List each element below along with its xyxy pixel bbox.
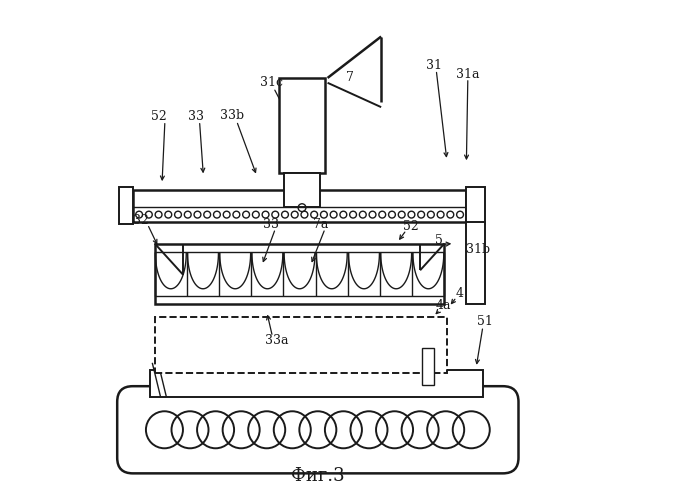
Bar: [154, 244, 445, 304]
Text: 31c: 31c: [260, 76, 283, 89]
Text: 52: 52: [151, 111, 166, 123]
Bar: [279, 78, 325, 173]
Text: 33: 33: [263, 218, 279, 230]
Text: 32: 32: [133, 214, 149, 226]
Bar: [154, 317, 447, 373]
Text: 33: 33: [188, 111, 204, 123]
Bar: [466, 222, 485, 304]
Text: 5: 5: [435, 234, 442, 247]
FancyBboxPatch shape: [117, 386, 519, 473]
Text: 31b: 31b: [466, 243, 489, 256]
Bar: [421, 348, 434, 385]
Bar: [119, 187, 133, 224]
Text: 33a: 33a: [265, 335, 288, 347]
Text: 51: 51: [477, 315, 493, 328]
Text: 7: 7: [345, 72, 354, 84]
Bar: [466, 187, 485, 224]
Text: 31: 31: [426, 59, 442, 72]
Text: 4a: 4a: [435, 300, 452, 312]
Bar: [150, 370, 484, 397]
Text: 52: 52: [403, 220, 418, 233]
Text: 7a: 7a: [312, 219, 328, 231]
Text: 31a: 31a: [456, 68, 479, 80]
Bar: [133, 190, 466, 222]
Text: 4: 4: [456, 287, 463, 300]
Text: 33b: 33b: [219, 110, 244, 122]
Bar: [284, 173, 320, 207]
Text: Фиг.3: Фиг.3: [291, 468, 345, 485]
